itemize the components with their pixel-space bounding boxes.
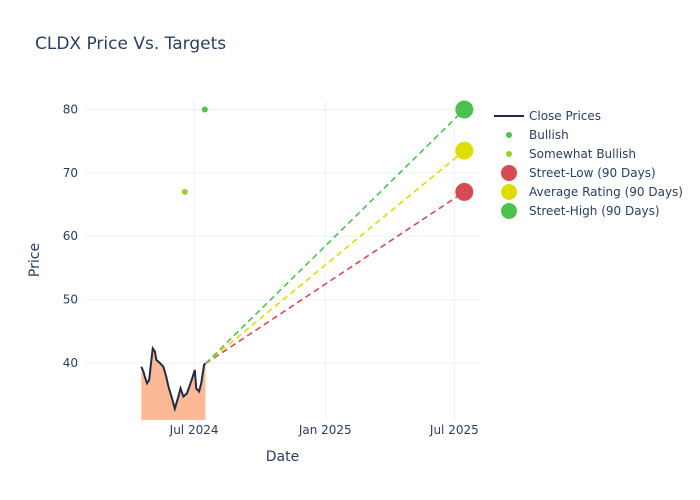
legend-item-bullish[interactable]: Bullish [494,125,683,144]
legend-label: Street-High (90 Days) [529,203,660,218]
x-tick-label: Jul 2025 [429,423,479,437]
x-tick-label: Jan 2025 [298,423,352,437]
y-tick-label: 70 [63,166,78,180]
legend-item-street-low[interactable]: Street-Low (90 Days) [494,163,683,182]
legend-label: Bullish [529,127,569,142]
legend-dot-swatch [501,164,517,181]
legend-item-somewhat-bullish[interactable]: Somewhat Bullish [494,144,683,163]
legend-dot-swatch [501,202,517,219]
target-projection-line [204,108,465,365]
legend-dot-swatch [506,131,512,138]
legend: Close Prices Bullish Somewhat Bullish St… [494,106,683,220]
target-projection-line [205,191,465,365]
legend-item-street-high[interactable]: Street-High (90 Days) [494,201,683,220]
somewhat-bullish-marker [181,188,188,195]
y-tick-label: 40 [63,356,78,370]
y-tick-label: 50 [63,293,78,307]
target-marker [455,182,474,201]
legend-line-swatch [494,114,524,117]
y-tick-label: 80 [63,103,78,117]
legend-label: Somewhat Bullish [529,146,637,161]
legend-label: Close Prices [529,108,602,123]
y-axis-title: Price [27,243,43,277]
legend-dot-swatch [501,183,517,200]
target-projection-line [204,150,465,365]
x-tick-label: Jul 2024 [169,423,219,437]
legend-item-average[interactable]: Average Rating (90 Days) [494,182,683,201]
target-marker [455,100,474,119]
legend-label: Average Rating (90 Days) [529,184,683,199]
x-axis-title: Date [266,449,299,465]
close-price-line [140,345,207,413]
bullish-marker [201,106,208,113]
legend-item-close[interactable]: Close Prices [494,106,683,125]
target-marker [455,141,474,160]
close-price-area [141,348,206,420]
legend-dot-swatch [506,150,512,157]
chart-title: CLDX Price Vs. Targets [35,34,227,54]
y-tick-label: 60 [63,229,78,243]
legend-label: Street-Low (90 Days) [529,165,656,180]
